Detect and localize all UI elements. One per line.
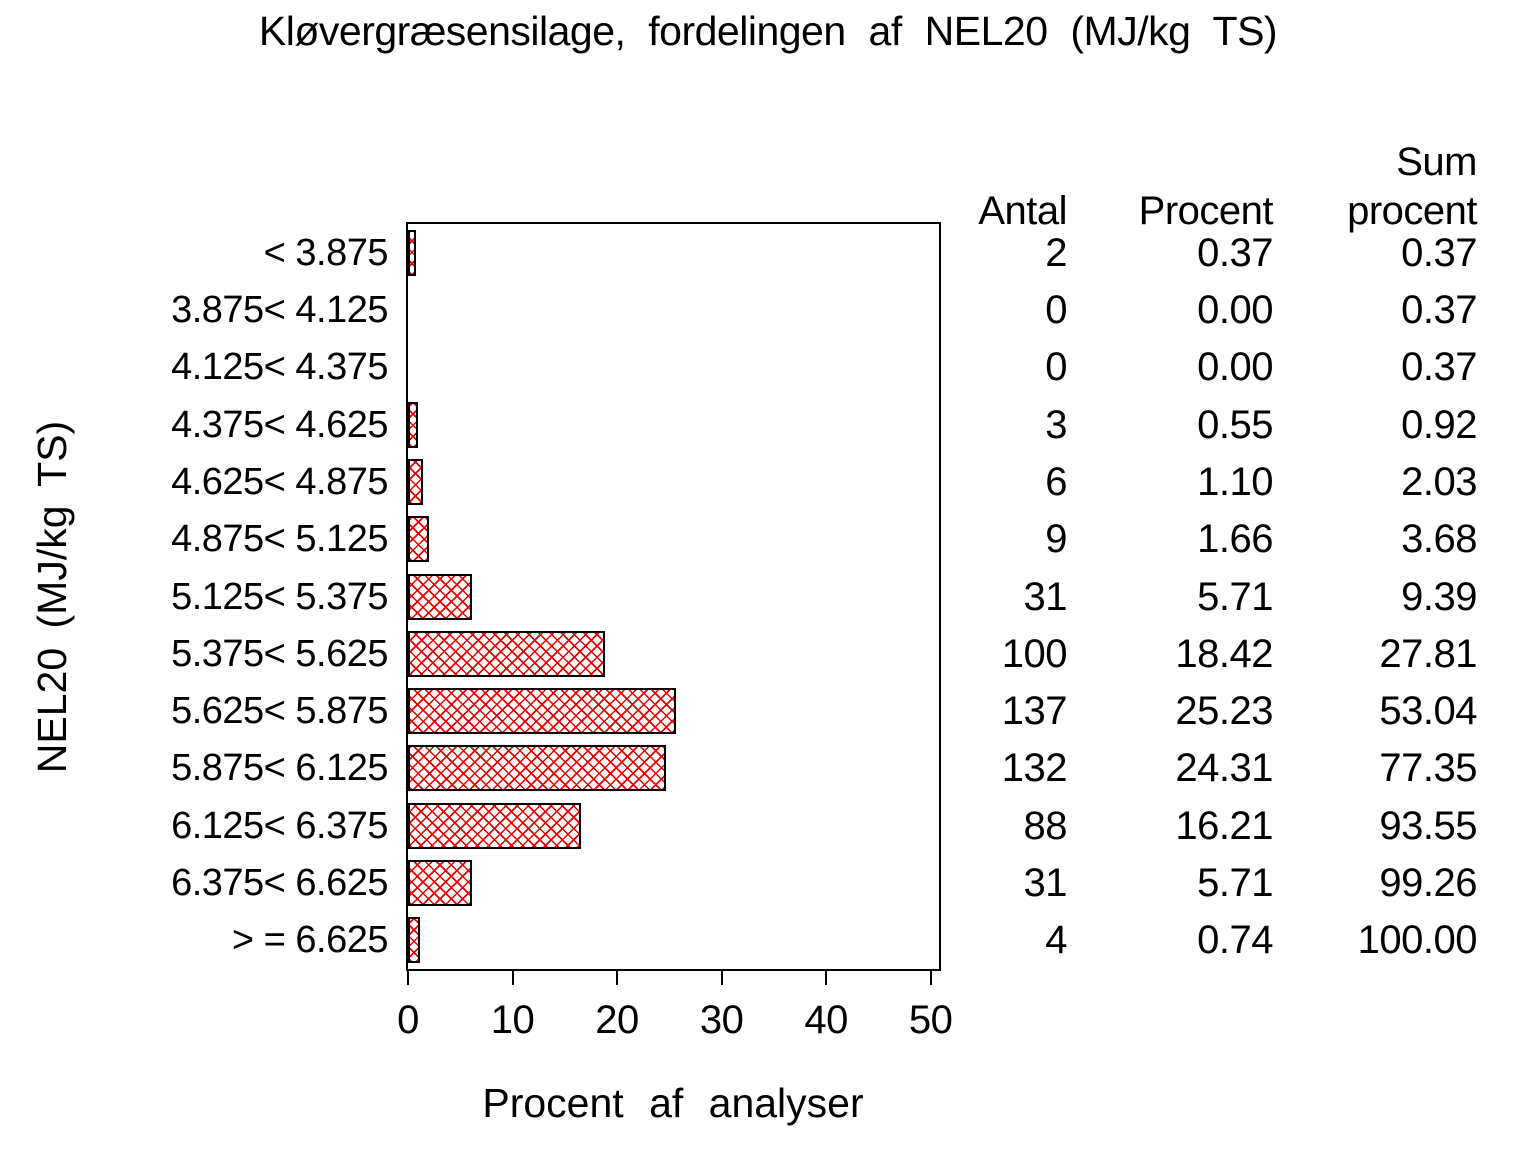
x-tick-mark [616, 971, 619, 985]
x-tick-mark [407, 971, 409, 985]
antal-value: 137 [1001, 689, 1068, 734]
sum-value: 27.81 [1379, 631, 1477, 676]
procent-value: 1.10 [1197, 459, 1273, 504]
x-tick-mark [825, 971, 828, 985]
plot-area [406, 222, 941, 971]
sum-value: 0.37 [1401, 287, 1477, 332]
antal-value: 100 [1001, 631, 1068, 676]
procent-value: 0.74 [1197, 918, 1273, 963]
x-tick-mark [720, 971, 723, 985]
antal-value: 31 [1023, 861, 1068, 906]
category-label: 5.125< 5.375 [171, 575, 388, 618]
chart-title: Kløvergræsensilage, fordelingen af NEL20… [258, 8, 1278, 54]
antal-value: 88 [1023, 803, 1068, 848]
antal-value: 9 [1045, 517, 1067, 562]
table-header-sum-line1: Sum [1396, 140, 1477, 184]
category-label: 6.375< 6.625 [171, 862, 388, 905]
sum-value: 77.35 [1379, 746, 1477, 791]
category-label: 5.625< 5.875 [171, 690, 388, 733]
procent-value: 24.31 [1175, 746, 1273, 791]
x-tick-label: 0 [397, 998, 419, 1042]
sum-value: 99.26 [1379, 861, 1477, 906]
bar-5 [408, 516, 429, 563]
category-label: 3.875< 4.125 [171, 288, 388, 331]
category-label: 4.125< 4.375 [171, 346, 388, 389]
bar-0 [408, 229, 416, 276]
antal-value: 31 [1023, 574, 1068, 619]
procent-value: 0.37 [1197, 230, 1273, 275]
procent-value: 25.23 [1175, 689, 1273, 734]
sum-value: 9.39 [1401, 574, 1477, 619]
procent-value: 0.00 [1197, 345, 1273, 390]
procent-value: 16.21 [1175, 803, 1273, 848]
antal-value: 0 [1045, 345, 1067, 390]
x-tick-label: 10 [490, 998, 535, 1042]
antal-value: 132 [1001, 746, 1068, 791]
table-header-sum-line2: procent [1347, 189, 1477, 233]
bar-11 [408, 860, 472, 907]
procent-value: 5.71 [1197, 861, 1273, 906]
sum-value: 53.04 [1379, 689, 1477, 734]
x-tick-label: 20 [595, 998, 639, 1042]
category-label: < 3.875 [263, 231, 389, 274]
table-header-procent: Procent [1138, 189, 1274, 233]
sum-value: 100.00 [1357, 918, 1478, 963]
x-tick-label: 50 [908, 998, 953, 1042]
bar-8 [408, 688, 676, 735]
antal-value: 4 [1045, 918, 1067, 963]
sum-value: 2.03 [1401, 459, 1477, 504]
antal-value: 6 [1045, 459, 1067, 504]
antal-value: 3 [1045, 402, 1067, 447]
bar-12 [408, 917, 420, 964]
procent-value: 0.00 [1197, 287, 1273, 332]
category-label: 4.375< 4.625 [171, 403, 388, 446]
category-label: 5.875< 6.125 [171, 747, 388, 790]
x-tick-mark [511, 971, 514, 985]
bar-10 [408, 802, 581, 849]
category-label: 5.375< 5.625 [171, 632, 388, 675]
procent-value: 0.55 [1197, 402, 1273, 447]
x-tick-label: 30 [699, 998, 744, 1042]
bar-7 [408, 630, 605, 677]
bar-9 [408, 745, 666, 792]
x-axis-label: Procent af analyser [482, 1080, 864, 1126]
sum-value: 0.92 [1401, 402, 1477, 447]
x-tick-mark [929, 971, 932, 985]
category-label: 4.875< 5.125 [171, 518, 388, 561]
category-label: > = 6.625 [231, 919, 389, 962]
category-label: 6.125< 6.375 [171, 804, 388, 847]
sum-value: 0.37 [1401, 345, 1477, 390]
bar-6 [408, 573, 472, 620]
table-header-antal: Antal [978, 189, 1067, 233]
sum-value: 3.68 [1401, 517, 1477, 562]
antal-value: 0 [1045, 287, 1067, 332]
y-axis-label: NEL20 (MJ/kg TS) [29, 420, 75, 774]
sum-value: 93.55 [1379, 803, 1477, 848]
antal-value: 2 [1045, 230, 1067, 275]
category-label: 4.625< 4.875 [171, 460, 388, 503]
procent-value: 18.42 [1175, 631, 1273, 676]
procent-value: 5.71 [1197, 574, 1273, 619]
bar-4 [408, 458, 423, 505]
bar-3 [408, 401, 418, 448]
sum-value: 0.37 [1401, 230, 1477, 275]
x-tick-label: 40 [804, 998, 848, 1042]
procent-value: 1.66 [1197, 517, 1273, 562]
